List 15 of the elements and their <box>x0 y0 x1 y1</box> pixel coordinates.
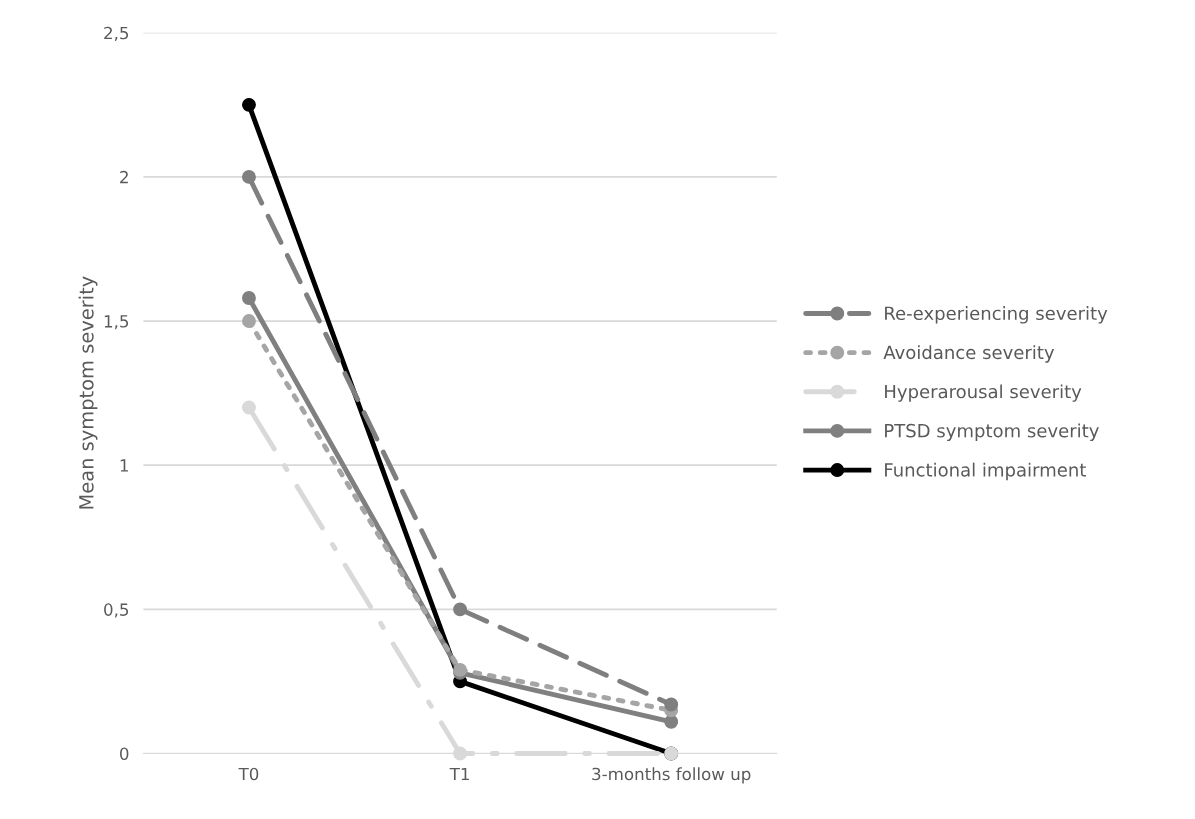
y-tick-label: 1,5 <box>104 315 129 330</box>
legend-label: PTSD symptom severity <box>885 423 1099 441</box>
y-tick-label: 0 <box>120 747 129 761</box>
x-tick-label: T0 <box>238 767 259 781</box>
y-tick-label: 2,5 <box>104 26 129 42</box>
y-tick-label: 1 <box>120 459 128 472</box>
y-axis-title: Mean symptom severity <box>78 276 98 509</box>
legend-label: Re-experiencing severity <box>885 306 1108 324</box>
y-tick-label: 2 <box>120 170 128 184</box>
x-tick-label: 3-months follow up <box>592 767 751 784</box>
legend-label: Avoidance severity <box>883 345 1055 363</box>
legend-label: Hyperarousal severity <box>885 384 1082 402</box>
legend-label: Functional impairment <box>885 462 1086 481</box>
x-tick-label: T1 <box>449 767 469 781</box>
y-tick-label: 0,5 <box>104 603 129 618</box>
